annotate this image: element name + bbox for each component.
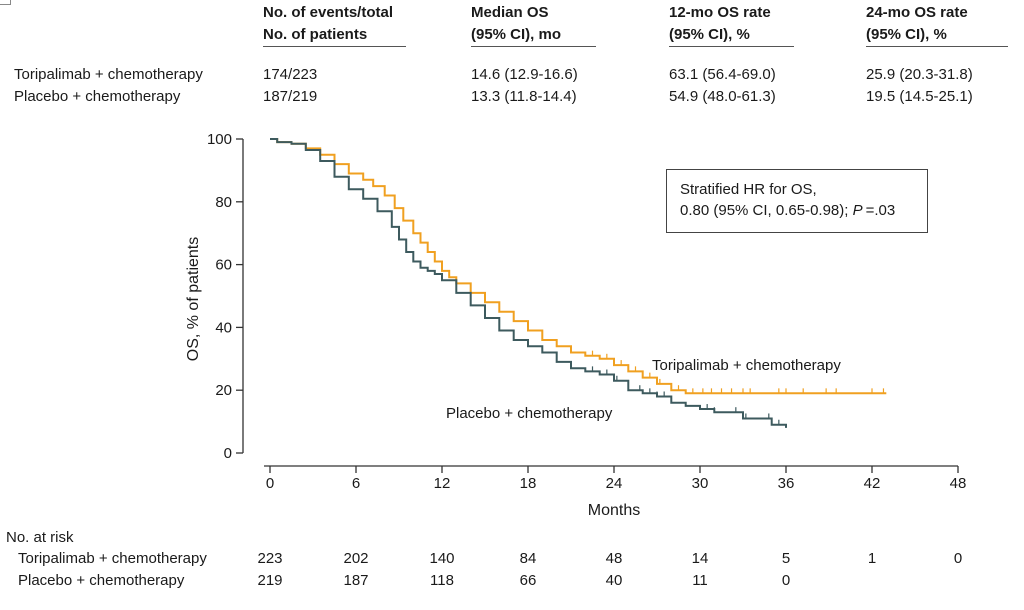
x-tick-label: 42 <box>864 475 881 492</box>
at-risk-value: 0 <box>781 572 791 589</box>
y-axis-label: OS, % of patients <box>185 237 202 362</box>
at-risk-value: 0 <box>953 550 963 567</box>
x-tick-label: 0 <box>266 475 274 492</box>
y-tick-label: 60 <box>215 257 232 274</box>
x-tick-label: 24 <box>606 475 623 492</box>
at-risk-value: 48 <box>605 550 623 567</box>
x-tick-label: 48 <box>950 475 967 492</box>
at-risk-title: No. at risk <box>6 529 74 546</box>
cell-events: 174/223 <box>263 66 318 83</box>
at-risk-value: 1 <box>867 550 877 567</box>
at-risk-value: 202 <box>343 550 369 567</box>
col-header-12mo-rate: 12-mo OS rate (95% CI), % <box>669 4 771 43</box>
row-label-placebo: Placebo + chemotherapy <box>14 88 181 105</box>
at-risk-value: 219 <box>257 572 283 589</box>
at-risk-value: 118 <box>430 572 454 589</box>
header-underline <box>669 46 794 47</box>
x-tick-label: 18 <box>520 475 537 492</box>
curve-layer <box>270 138 887 428</box>
hr-line1: Stratified HR for OS, <box>680 181 817 198</box>
header-underline <box>866 46 1008 47</box>
at-risk-label-placebo: Placebo + chemotherapy <box>18 572 185 589</box>
cell-24mo-rate: 19.5 (14.5-25.1) <box>866 88 973 105</box>
km-survival-chart: 0 20 40 60 80 100 0 6 12 18 24 30 36 42 48 OS, % of pa… <box>185 131 966 519</box>
cell-median-os: 13.3 (11.8-14.4) <box>471 88 577 105</box>
col-header-median-os: Median OS (95% CI), mo <box>471 4 562 43</box>
cell-12mo-rate: 63.1 (56.4-69.0) <box>669 66 776 83</box>
col-header-24mo-rate: 24-mo OS rate (95% CI), % <box>866 4 968 43</box>
y-tick-label: 20 <box>215 382 232 399</box>
y-tick-label: 40 <box>215 319 232 336</box>
series-label-placebo: Placebo + chemotherapy <box>446 405 613 422</box>
series-label-toripalimab: Toripalimab + chemotherapy <box>652 357 841 374</box>
hr-line2: 0.80 (95% CI, 0.65-0.98); P =.03 <box>680 202 896 219</box>
at-risk-value: 5 <box>781 550 791 567</box>
y-tick-label: 0 <box>224 445 232 462</box>
header-underline <box>471 46 596 47</box>
x-tick-label: 36 <box>778 475 795 492</box>
y-tick-label: 80 <box>215 194 232 211</box>
at-risk-value: 40 <box>605 572 623 589</box>
cell-median-os: 14.6 (12.9-16.6) <box>471 66 578 83</box>
at-risk-value: 223 <box>257 550 283 567</box>
at-risk-value: 84 <box>519 550 537 567</box>
x-tick-label: 12 <box>434 475 451 492</box>
x-tick-label: 6 <box>352 475 360 492</box>
row-label-toripalimab: Toripalimab + chemotherapy <box>14 66 203 83</box>
figure-panel-corner <box>0 0 11 5</box>
axes-layer: 0 20 40 60 80 100 0 6 12 18 24 30 36 42 48 <box>207 131 966 492</box>
hr-annotation-box: Stratified HR for OS, 0.80 (95% CI, 0.65… <box>666 169 928 233</box>
x-axis-label: Months <box>588 502 640 519</box>
at-risk-value: 11 <box>692 572 708 589</box>
col-header-events: No. of events/total No. of patients <box>263 4 394 43</box>
header-underline <box>263 46 406 47</box>
cell-24mo-rate: 25.9 (20.3-31.8) <box>866 66 973 83</box>
x-tick-label: 30 <box>692 475 709 492</box>
cell-12mo-rate: 54.9 (48.0-61.3) <box>669 88 776 105</box>
at-risk-value: 187 <box>343 572 369 589</box>
cell-events: 187/219 <box>263 88 318 105</box>
at-risk-value: 140 <box>429 550 455 567</box>
at-risk-value: 14 <box>691 550 709 567</box>
at-risk-label-toripalimab: Toripalimab + chemotherapy <box>18 550 207 567</box>
at-risk-value: 66 <box>519 572 537 589</box>
y-tick-label: 100 <box>207 131 232 148</box>
